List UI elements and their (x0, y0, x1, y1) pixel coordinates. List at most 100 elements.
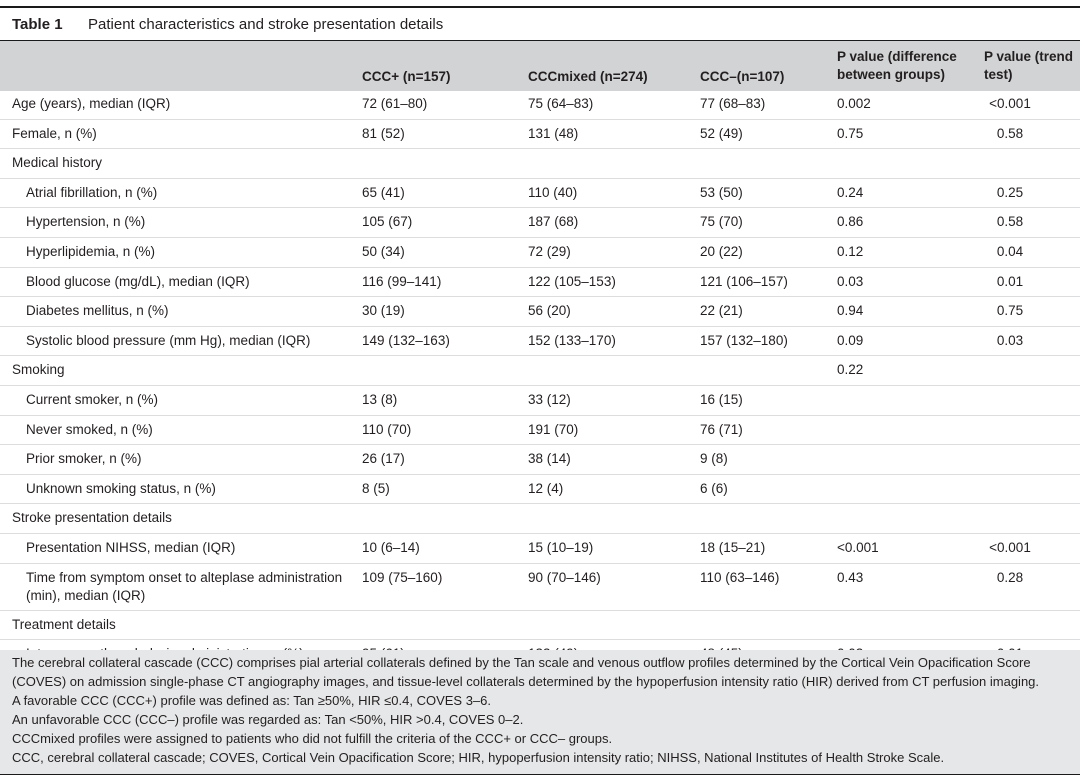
cell-ccc-plus: 10 (6–14) (362, 539, 420, 555)
row-label: Hyperlipidemia, n (%) (26, 243, 156, 259)
cell-ccc-mixed: 12 (4) (528, 480, 564, 496)
col-header-p-trend-line1: P value (trend (984, 49, 1074, 64)
cell-ccc-minus: 76 (71) (700, 421, 743, 437)
cell-ccc-minus: 157 (132–180) (700, 332, 788, 348)
row-label: Age (years), median (IQR) (12, 96, 171, 111)
table-row: Age (years), median (IQR) 72 (61–80) 75 … (0, 90, 1080, 120)
col-header-ccc-mixed: CCCmixed (n=274) (528, 69, 648, 84)
footnote-favorable: A favorable CCC (CCC+) profile was defin… (12, 693, 491, 708)
cell-ccc-mixed: 187 (68) (528, 214, 579, 230)
cell-p-difference: 0.22 (837, 362, 864, 378)
bottom-rule (0, 774, 1080, 775)
table-row: Prior smoker, n (%) 26 (17) 38 (14) 9 (8… (0, 445, 1080, 475)
cell-p-difference: 0.86 (837, 214, 864, 230)
cell-ccc-mixed: 122 (105–153) (528, 273, 616, 289)
cell-p-trend: 0.03 (996, 332, 1024, 348)
cell-ccc-plus: 50 (34) (362, 243, 405, 259)
table-row: Female, n (%) 81 (52) 131 (48) 52 (49) 0… (0, 120, 1080, 150)
cell-ccc-minus: 6 (6) (700, 480, 728, 496)
row-label: Hypertension, n (%) (26, 214, 146, 230)
row-label: Diabetes mellitus, n (%) (26, 303, 169, 319)
cell-ccc-minus: 18 (15–21) (700, 539, 766, 555)
cell-ccc-mixed: 191 (70) (528, 421, 579, 437)
section-row-medical-history: Medical history (0, 149, 1080, 179)
row-label: Presentation NIHSS, median (IQR) (26, 539, 236, 555)
col-header-p-trend-line2: test) (984, 67, 1013, 82)
cell-ccc-plus: 110 (70) (362, 421, 412, 437)
cell-ccc-plus: 116 (99–141) (362, 273, 442, 289)
cell-ccc-minus: 9 (8) (700, 451, 728, 467)
cell-ccc-plus: 72 (61–80) (362, 96, 428, 111)
cell-ccc-mixed: 110 (40) (528, 184, 578, 200)
table-row: Presentation NIHSS, median (IQR) 10 (6–1… (0, 534, 1080, 564)
footnote-mixed: CCCmixed profiles were assigned to patie… (12, 731, 613, 746)
section-row-stroke-presentation: Stroke presentation details (0, 504, 1080, 534)
table-number: Table 1 (12, 16, 63, 33)
col-header-p-difference: P value (difference between groups) (837, 48, 957, 84)
cell-p-difference: 0.03 (837, 273, 864, 289)
cell-ccc-mixed: 90 (70–146) (528, 569, 601, 585)
row-label: Current smoker, n (%) (26, 391, 159, 407)
cell-ccc-plus: 81 (52) (362, 125, 405, 141)
cell-ccc-plus: 8 (5) (362, 480, 390, 496)
cell-ccc-plus: 105 (67) (362, 214, 413, 230)
section-label: Treatment details (12, 616, 116, 632)
table-row: Unknown smoking status, n (%) 8 (5) 12 (… (0, 475, 1080, 505)
table-row: Hypertension, n (%) 105 (67) 187 (68) 75… (0, 208, 1080, 238)
cell-p-trend: 0.04 (996, 243, 1024, 259)
cell-p-difference: 0.43 (837, 569, 864, 585)
table-row: Never smoked, n (%) 110 (70) 191 (70) 76… (0, 416, 1080, 446)
section-row-smoking: Smoking 0.22 (0, 356, 1080, 386)
footnote-definition-2: (COVES) on admission single-phase CT ang… (12, 674, 1040, 689)
cell-ccc-mixed: 38 (14) (528, 451, 571, 467)
cell-ccc-plus: 65 (41) (362, 184, 405, 200)
cell-ccc-mixed: 152 (133–170) (528, 332, 616, 348)
cell-ccc-mixed: 75 (64–83) (528, 96, 594, 111)
cell-ccc-minus: 75 (70) (700, 214, 743, 230)
footnote-abbreviations: CCC, cerebral collateral cascade; COVES,… (12, 750, 945, 765)
cell-p-trend: 0.58 (996, 125, 1024, 141)
row-label: Unknown smoking status, n (%) (26, 480, 216, 496)
cell-p-difference: 0.24 (837, 184, 864, 200)
cell-p-difference: 0.12 (837, 243, 864, 259)
col-header-ccc-minus: CCC–(n=107) (700, 69, 785, 84)
col-header-p-difference-line1: P value (difference (837, 49, 957, 64)
row-label: Atrial fibrillation, n (%) (26, 184, 158, 200)
table-row: Diabetes mellitus, n (%) 30 (19) 56 (20)… (0, 297, 1080, 327)
cell-ccc-mixed: 72 (29) (528, 243, 571, 259)
section-label: Stroke presentation details (12, 510, 172, 526)
table-footnotes: The cerebral collateral cascade (CCC) co… (0, 650, 1080, 774)
cell-ccc-mixed: 56 (20) (528, 303, 571, 319)
table-row: Blood glucose (mg/dL), median (IQR) 116 … (0, 268, 1080, 298)
col-header-p-trend: P value (trend test) (984, 48, 1073, 84)
cell-p-trend: 0.28 (996, 569, 1024, 585)
cell-p-difference: <0.001 (837, 539, 879, 555)
cell-p-trend: 0.01 (996, 273, 1024, 289)
cell-ccc-plus: 26 (17) (362, 451, 405, 467)
cell-ccc-mixed: 33 (12) (528, 391, 571, 407)
cell-p-difference: 0.09 (837, 332, 864, 348)
table-row: Atrial fibrillation, n (%) 65 (41) 110 (… (0, 179, 1080, 209)
col-header-ccc-plus: CCC+ (n=157) (362, 69, 451, 84)
cell-p-difference: 0.94 (837, 303, 864, 319)
row-label: Female, n (%) (12, 125, 97, 141)
table-title: Patient characteristics and stroke prese… (88, 16, 444, 33)
cell-p-trend: <0.001 (989, 539, 1031, 555)
row-label: Systolic blood pressure (mm Hg), median … (26, 332, 311, 348)
cell-ccc-minus: 16 (15) (700, 391, 743, 407)
cell-ccc-minus: 52 (49) (700, 125, 743, 141)
table-row: Hyperlipidemia, n (%) 50 (34) 72 (29) 20… (0, 238, 1080, 268)
cell-ccc-minus: 77 (68–83) (700, 96, 766, 111)
footnote-unfavorable: An unfavorable CCC (CCC–) profile was re… (12, 712, 524, 727)
col-header-p-difference-line2: between groups) (837, 67, 946, 82)
cell-ccc-plus: 149 (132–163) (362, 332, 450, 348)
cell-p-trend: 0.58 (996, 214, 1024, 230)
cell-p-trend: <0.001 (989, 96, 1031, 111)
table-row: Current smoker, n (%) 13 (8) 33 (12) 16 … (0, 386, 1080, 416)
cell-p-difference: 0.002 (837, 96, 871, 111)
table-body: Age (years), median (IQR) 72 (61–80) 75 … (0, 90, 1080, 669)
section-label: Medical history (12, 155, 103, 171)
footnote-definition-1: The cerebral collateral cascade (CCC) co… (12, 655, 1031, 670)
cell-ccc-minus: 121 (106–157) (700, 273, 788, 289)
cell-ccc-mixed: 15 (10–19) (528, 539, 594, 555)
